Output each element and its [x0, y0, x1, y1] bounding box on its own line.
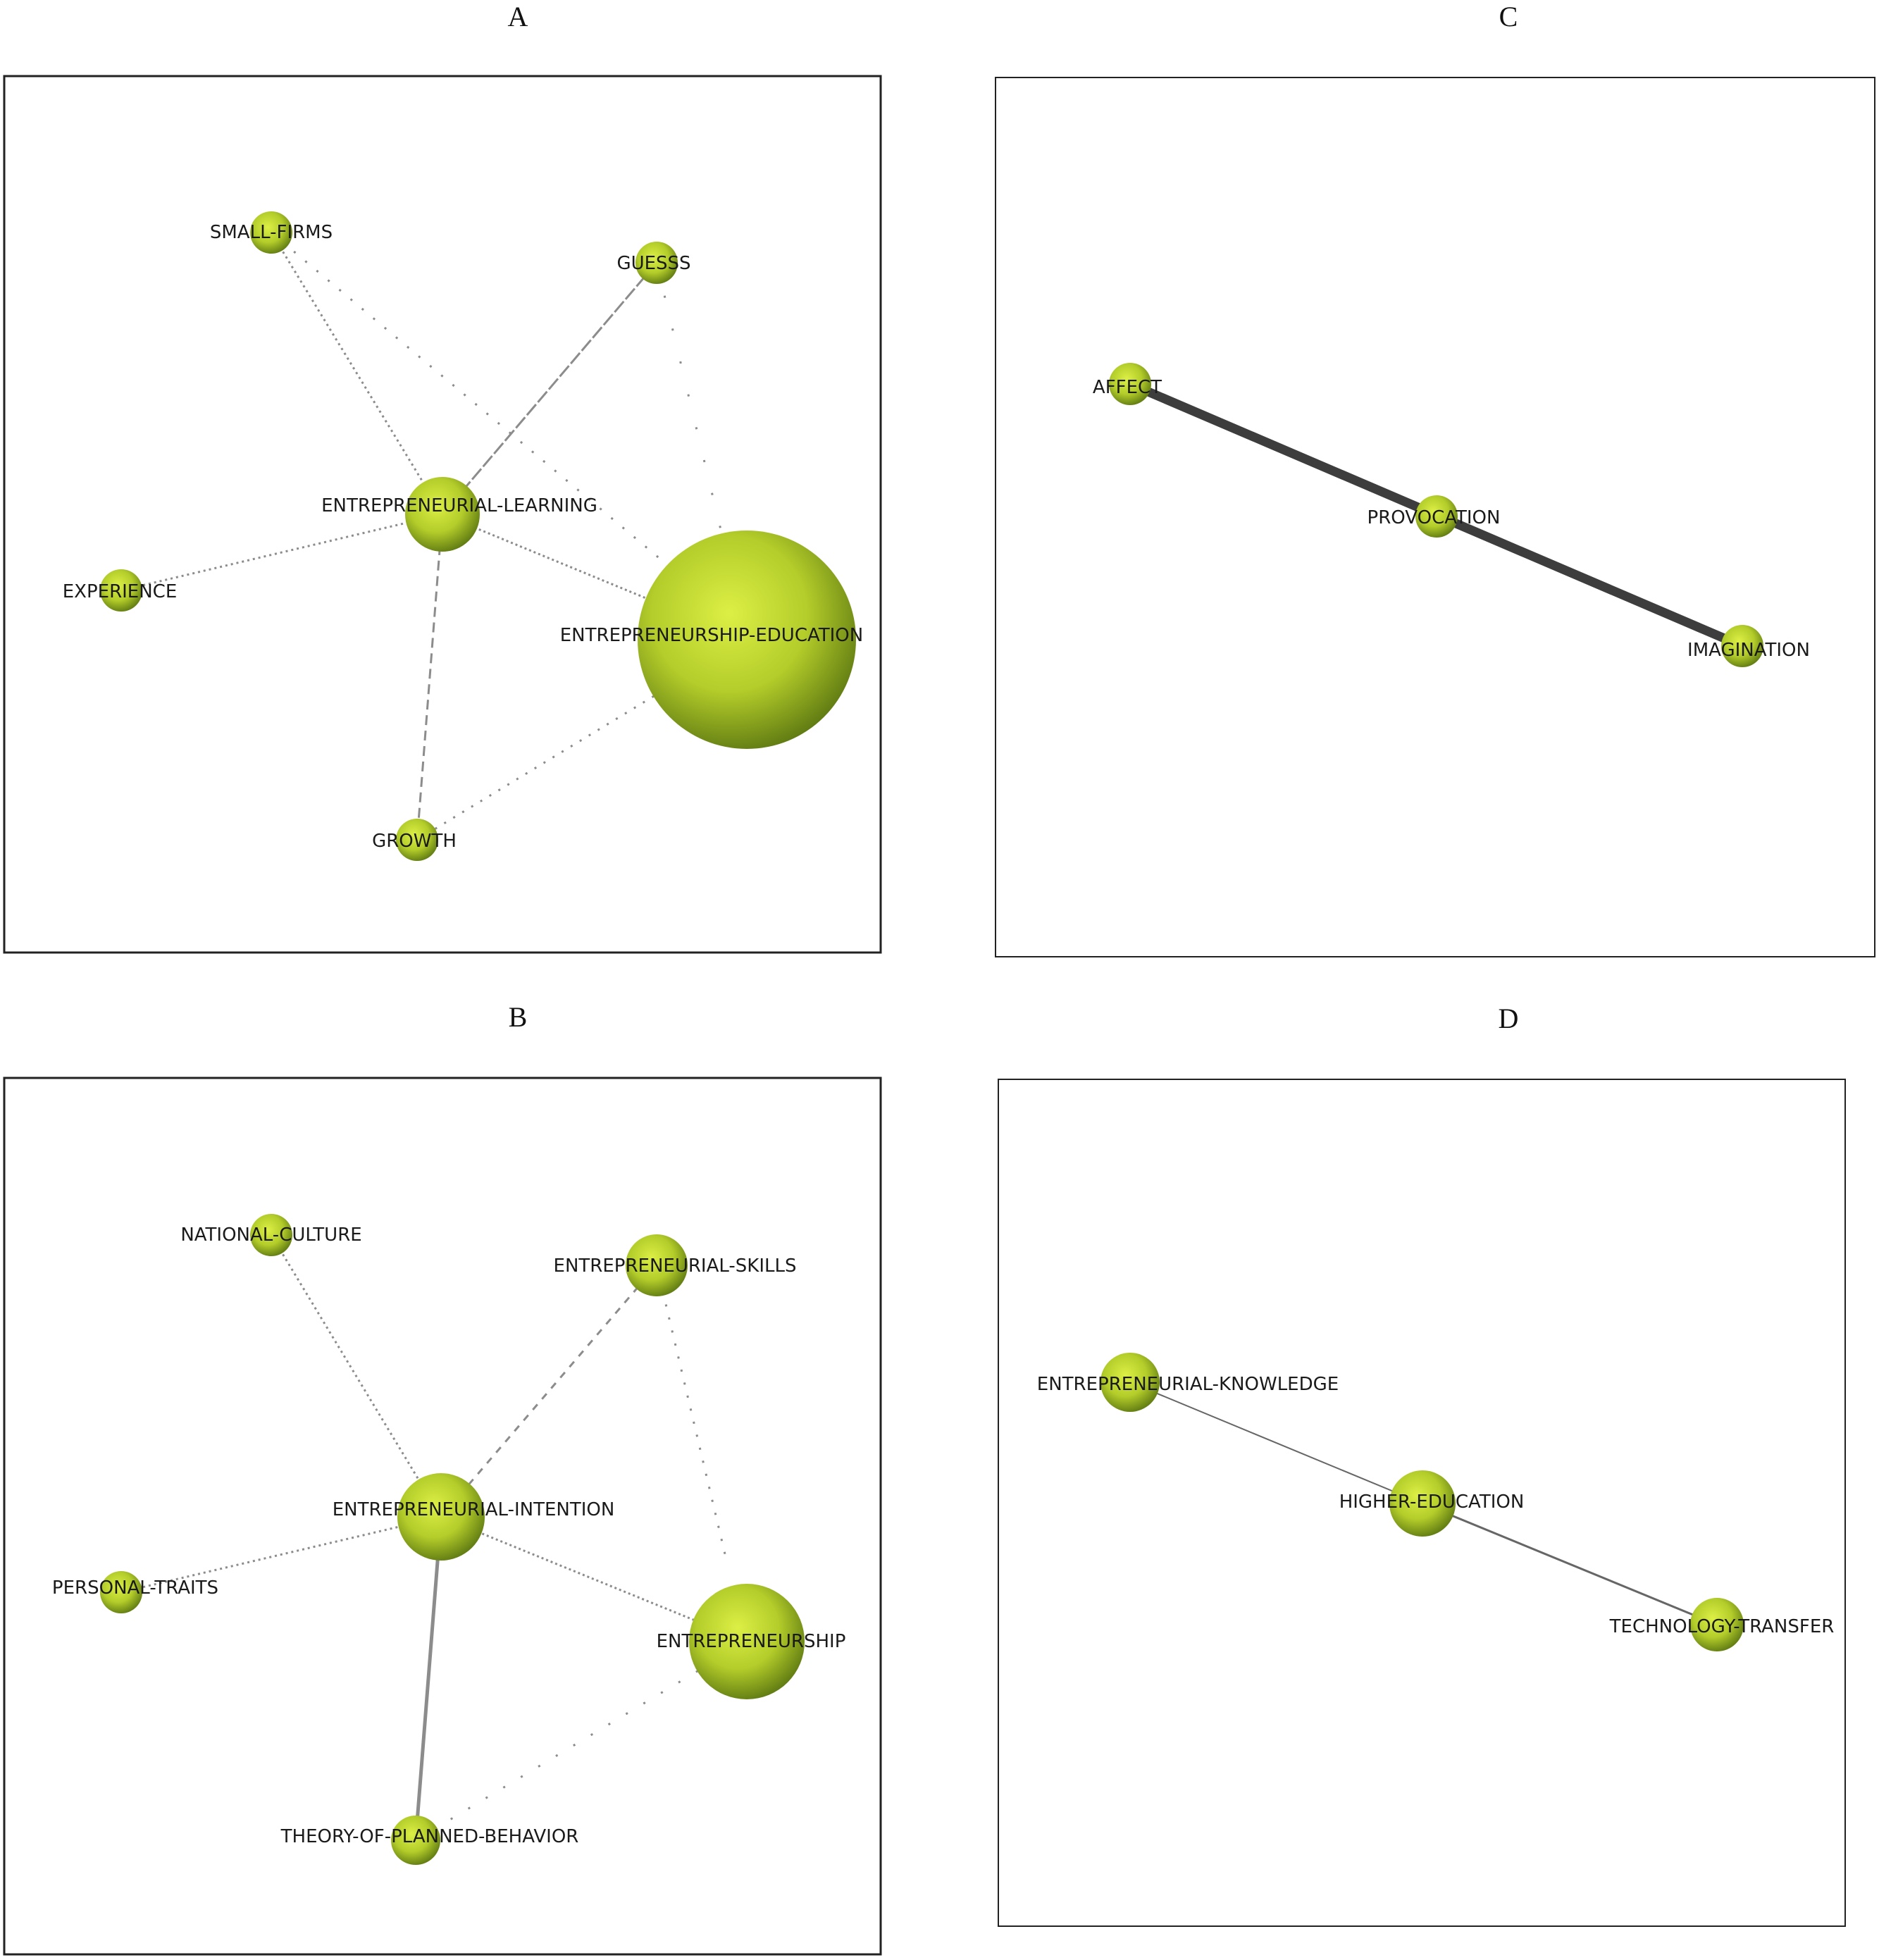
label-theory-of-planned-behavior: THEORY-OF-PLANNED-BEHAVIOR: [280, 1826, 579, 1847]
panel-a: SMALL-FIRMS GUESSS ENTREPRENEURIAL-LEARN…: [3, 75, 882, 954]
panel-d-title: D: [1498, 1003, 1519, 1034]
label-entrepreneurship: ENTREPRENEURSHIP: [657, 1631, 846, 1652]
node-entrepreneurial-learning[interactable]: [405, 477, 480, 552]
panel-c-frame: [995, 77, 1875, 957]
node-growth[interactable]: [396, 819, 438, 861]
node-provocation[interactable]: [1415, 495, 1458, 538]
label-entrepreneurial-intention: ENTREPRENEURIAL-INTENTION: [333, 1499, 615, 1520]
label-imagination: IMAGINATION: [1687, 640, 1810, 661]
label-growth: GROWTH: [372, 831, 457, 852]
edge-skills-intention: [440, 1265, 658, 1518]
edge-smallfirms-education: [271, 231, 666, 565]
edge-guesss-education: [655, 262, 724, 536]
edge-learning-education: [442, 513, 748, 641]
node-entrepreneurial-intention[interactable]: [397, 1473, 485, 1561]
edge-experience-learning: [120, 513, 443, 592]
panel-b: NATIONAL-CULTURE ENTREPRENEURIAL-SKILLS …: [3, 1077, 882, 1956]
label-small-firms: SMALL-FIRMS: [210, 222, 333, 243]
node-entrepreneurship-education[interactable]: [638, 531, 856, 749]
label-higher-education: HIGHER-EDUCATION: [1339, 1491, 1525, 1513]
panel-c-title: C: [1499, 1, 1518, 32]
node-guesss[interactable]: [635, 242, 678, 284]
edge-education-transfer: [1422, 1502, 1718, 1626]
node-national-culture[interactable]: [250, 1214, 292, 1256]
label-provocation: PROVOCATION: [1368, 507, 1501, 528]
panel-c: AFFECT PROVOCATION IMAGINATION: [995, 77, 1875, 957]
node-affect[interactable]: [1109, 363, 1151, 405]
panel-b-title: B: [508, 1001, 528, 1033]
label-entrepreneurship-education: ENTREPRENEURSHIP-EDUCATION: [560, 625, 863, 646]
label-entrepreneurial-learning: ENTREPRENEURIAL-LEARNING: [321, 495, 597, 516]
node-higher-education[interactable]: [1389, 1470, 1456, 1537]
edge-intention-entrepreneurship: [440, 1515, 748, 1643]
node-entrepreneurial-skills[interactable]: [626, 1234, 688, 1296]
edge-knowledge-education: [1129, 1382, 1423, 1504]
node-theory-of-planned-behavior[interactable]: [391, 1816, 440, 1865]
panel-d: ENTREPRENEURIAL-KNOWLEDGE HIGHER-EDUCATI…: [998, 1079, 1846, 1927]
label-guesss: GUESSS: [616, 253, 690, 274]
label-personal-traits: PERSONAL-TRAITS: [52, 1577, 218, 1599]
label-affect: AFFECT: [1093, 377, 1162, 398]
edge-learning-growth: [416, 514, 444, 841]
edge-tpb-entrepreneurship: [415, 1640, 748, 1842]
node-entrepreneurial-knowledge[interactable]: [1100, 1353, 1160, 1412]
node-technology-transfer[interactable]: [1690, 1598, 1744, 1651]
edge-traits-intention: [120, 1515, 442, 1594]
label-experience: EXPERIENCE: [63, 581, 178, 602]
edge-guesss-learning: [441, 262, 658, 515]
edge-culture-intention: [270, 1234, 442, 1518]
edge-smallfirms-learning: [270, 232, 444, 515]
label-technology-transfer: TECHNOLOGY-TRANSFER: [1609, 1616, 1835, 1637]
panel-d-frame: [998, 1079, 1846, 1927]
edge-skills-entrepreneurship: [655, 1265, 727, 1558]
panel-b-frame: [3, 1077, 882, 1956]
edge-growth-education: [416, 638, 748, 841]
label-entrepreneurial-knowledge: ENTREPRENEURIAL-KNOWLEDGE: [1037, 1374, 1339, 1395]
node-personal-traits[interactable]: [100, 1571, 142, 1613]
panel-a-frame: [3, 75, 882, 954]
label-entrepreneurial-skills: ENTREPRENEURIAL-SKILLS: [554, 1255, 797, 1277]
panel-a-title: A: [507, 1, 528, 32]
node-small-firms[interactable]: [250, 211, 292, 254]
edge-intention-tpb: [414, 1516, 443, 1841]
label-national-culture: NATIONAL-CULTURE: [180, 1224, 361, 1246]
node-entrepreneurship[interactable]: [689, 1584, 805, 1699]
node-imagination[interactable]: [1721, 625, 1763, 667]
node-experience[interactable]: [100, 569, 142, 612]
